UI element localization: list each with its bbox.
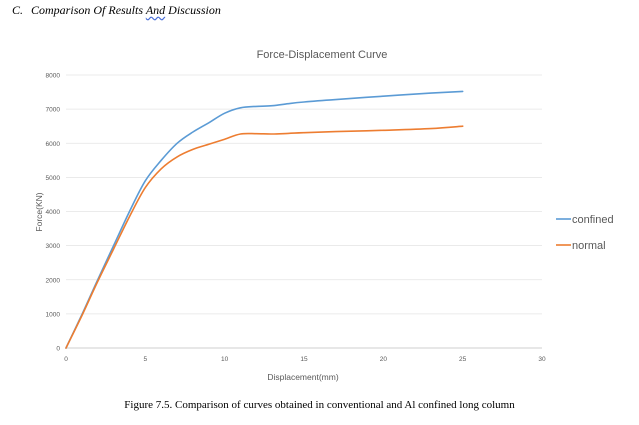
x-tick-label: 5 xyxy=(144,356,148,363)
x-axis-label: Displacement(mm) xyxy=(267,372,338,382)
y-axis-label: Force(KN) xyxy=(34,192,44,231)
section-heading-text-start: Comparison Of Results xyxy=(31,3,146,17)
section-letter: C. xyxy=(12,3,24,17)
series-line-normal xyxy=(65,125,464,349)
series-line-confined xyxy=(65,90,464,349)
y-tick-label: 5000 xyxy=(46,175,61,182)
x-tick-label: 10 xyxy=(221,356,229,363)
legend-label-confined: confined xyxy=(572,214,614,226)
series-lines xyxy=(65,90,464,349)
figure-caption: Figure 7.5. Comparison of curves obtaine… xyxy=(124,399,515,411)
y-tick-label: 6000 xyxy=(46,141,61,148)
x-tick-label: 0 xyxy=(64,356,68,363)
x-tick-label: 30 xyxy=(538,356,546,363)
x-tick-label: 20 xyxy=(380,356,388,363)
y-tick-label: 4000 xyxy=(46,209,61,216)
y-tick-label: 3000 xyxy=(46,243,61,250)
x-tick-labels: 0 5 10 15 20 25 30 xyxy=(64,356,546,363)
grid-lines xyxy=(66,74,542,349)
y-tick-labels: 0 1000 2000 3000 4000 5000 6000 7000 8000 xyxy=(46,73,61,353)
y-tick-label: 7000 xyxy=(46,107,61,114)
section-heading-text-end: Discussion xyxy=(165,3,221,17)
x-tick-label: 25 xyxy=(459,356,467,363)
section-heading: C. Comparison Of Results And Discussion xyxy=(12,3,221,18)
y-tick-label: 1000 xyxy=(46,311,61,318)
y-tick-label: 8000 xyxy=(46,73,61,80)
y-tick-label: 0 xyxy=(56,346,60,353)
legend-label-normal: normal xyxy=(572,240,606,252)
legend: confined normal xyxy=(556,214,614,252)
y-tick-label: 2000 xyxy=(46,277,61,284)
x-tick-label: 15 xyxy=(300,356,308,363)
section-heading-and: And xyxy=(145,3,166,17)
chart-title: Force-Displacement Curve xyxy=(257,49,388,61)
